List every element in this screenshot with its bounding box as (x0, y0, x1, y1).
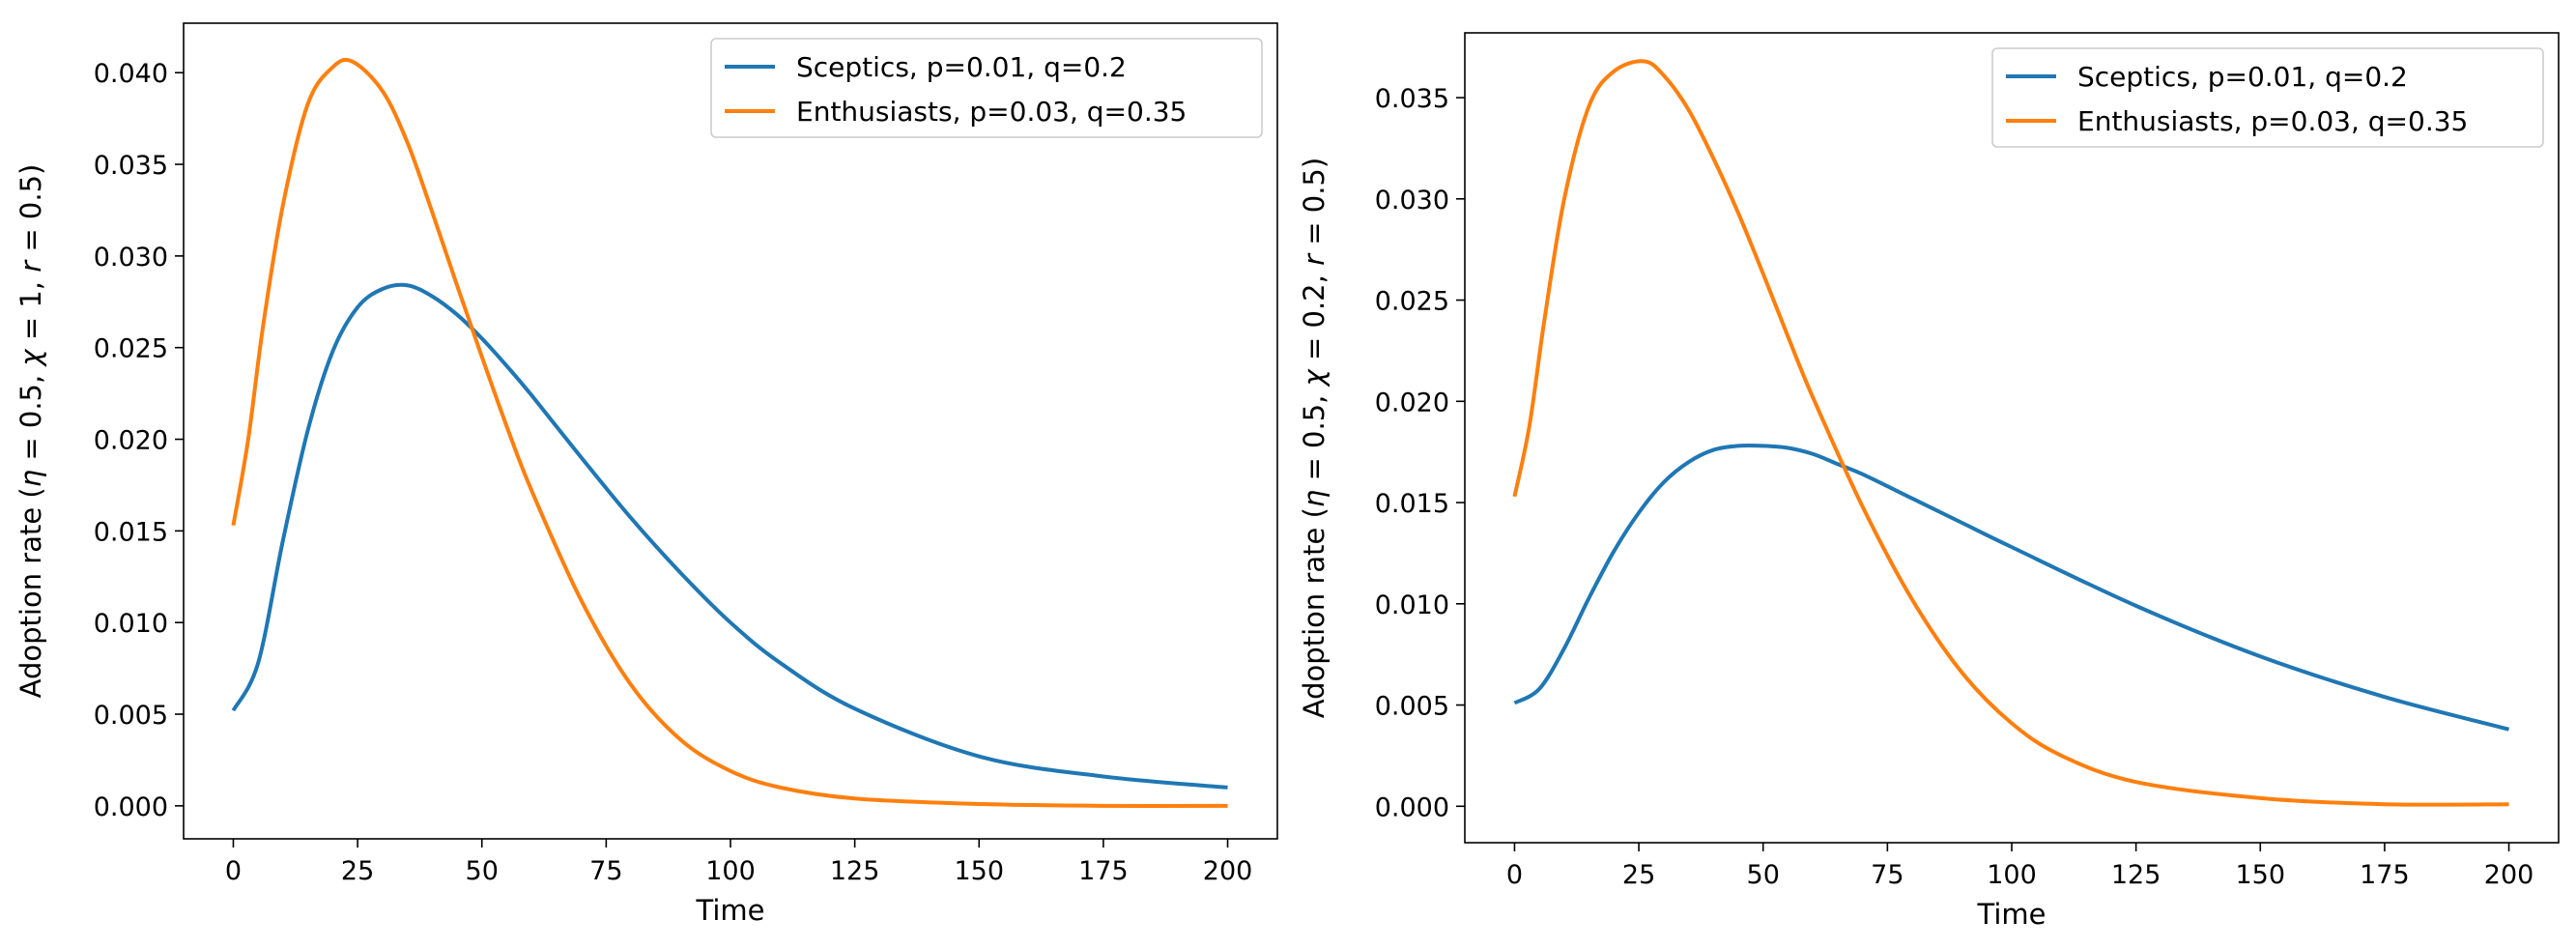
x-tick-label: 0 (1506, 860, 1523, 890)
x-tick-label: 175 (1078, 856, 1129, 886)
y-tick-label: 0.025 (1375, 287, 1449, 317)
x-tick-label: 125 (2111, 860, 2161, 890)
series-line-enthusiasts (231, 57, 1228, 809)
x-tick-label: 100 (1987, 860, 2037, 890)
x-tick-label: 75 (1871, 860, 1903, 890)
x-tick-label: 50 (466, 856, 499, 886)
y-axis-label: Adoption rate (η = 0.5, χ = 1, r = 0.5) (14, 164, 47, 699)
y-tick-label: 0.010 (94, 609, 168, 639)
x-tick-label: 0 (225, 856, 242, 886)
x-tick-label: 25 (1622, 860, 1655, 890)
x-axis-label: Time (1977, 898, 2046, 931)
x-tick-label: 175 (2360, 860, 2410, 890)
x-tick-label: 100 (705, 856, 756, 886)
legend: Sceptics, p=0.01, q=0.2 Enthusiasts, p=0.… (710, 38, 1263, 138)
legend-label: Sceptics, p=0.01, q=0.2 (2077, 61, 2408, 93)
legend-box (1991, 47, 2544, 148)
y-tick-label: 0.040 (94, 59, 168, 89)
y-tick-label: 0.010 (1375, 590, 1449, 620)
legend-box (710, 38, 1263, 138)
y-axis-label: Adoption rate (η = 0.5, χ = 0.2, r = 0.5… (1298, 158, 1331, 718)
legend-label: Sceptics, p=0.01, q=0.2 (796, 51, 1127, 83)
x-tick-label: 200 (2484, 860, 2534, 890)
legend-label: Enthusiasts, p=0.03, q=0.35 (2077, 105, 2468, 137)
y-tick-label: 0.025 (94, 334, 168, 364)
subplot-right: 0 25 50 75 100 125 150 175 200 0.000 0.005 0.010 0.0… (1298, 32, 2560, 931)
y-tick-label: 0.015 (94, 517, 168, 547)
y-tick-label: 0.005 (94, 701, 168, 731)
y-tick-label: 0.000 (94, 792, 168, 822)
x-tick-label: 200 (1203, 856, 1253, 886)
x-axis-label: Time (696, 894, 765, 927)
x-tick-label: 150 (2235, 860, 2285, 890)
x-tick-label: 125 (830, 856, 880, 886)
series-line-enthusiasts (1512, 59, 2509, 807)
x-tick-label: 50 (1747, 860, 1780, 890)
x-tick-label: 25 (341, 856, 374, 886)
legend: Sceptics, p=0.01, q=0.2 Enthusiasts, p=0.… (1991, 47, 2544, 148)
y-tick-label: 0.020 (1375, 388, 1449, 417)
x-tick-label: 150 (954, 856, 1004, 886)
series-line-sceptics (1513, 443, 2510, 732)
y-tick-label: 0.035 (1375, 84, 1449, 114)
y-tick-label: 0.030 (94, 243, 168, 273)
y-tick-label: 0.035 (94, 151, 168, 181)
y-tick-label: 0.005 (1375, 692, 1449, 722)
x-tick-label: 75 (589, 856, 622, 886)
axes-frame (183, 22, 1278, 840)
series-line-sceptics (231, 282, 1228, 790)
legend-label: Enthusiasts, p=0.03, q=0.35 (796, 96, 1187, 128)
y-tick-label: 0.020 (94, 426, 168, 456)
y-tick-label: 0.030 (1375, 186, 1449, 216)
y-tick-label: 0.015 (1375, 489, 1449, 519)
y-tick-label: 0.000 (1375, 792, 1449, 822)
subplot-left: 0 25 50 75 100 125 150 175 200 0.000 0.005 0.010 0.0… (14, 22, 1278, 927)
